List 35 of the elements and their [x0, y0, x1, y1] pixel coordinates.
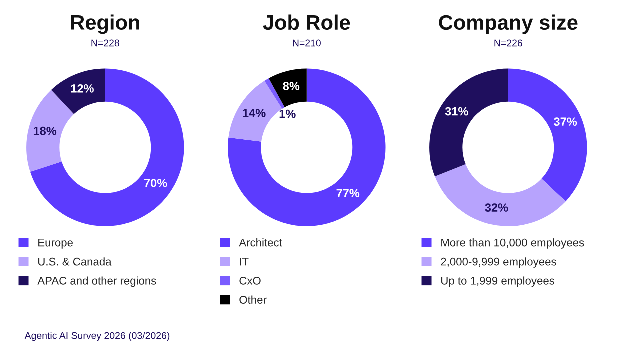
- donut-slice: [508, 68, 588, 202]
- donut-slice: [30, 68, 184, 226]
- data-label: 1%: [280, 110, 296, 118]
- donut-slice: [51, 68, 106, 114]
- legend-label: CxO: [240, 277, 261, 285]
- chart-title: Company size: [439, 14, 578, 34]
- donut-slice: [228, 68, 386, 226]
- legend-label: Up to 1,999 employees: [442, 276, 555, 288]
- data-label: 18%: [34, 126, 57, 136]
- legend-label: Architect: [239, 238, 282, 247]
- chart-subtitle: N=226: [494, 40, 522, 47]
- data-label: 12%: [71, 84, 94, 93]
- chart-subtitle: N=210: [293, 40, 321, 47]
- data-label: 8%: [283, 82, 300, 90]
- donut-slice: [430, 68, 508, 177]
- legend-label: Other: [240, 296, 267, 304]
- legend-label: Europe: [38, 238, 73, 249]
- data-label: 31%: [445, 107, 468, 116]
- donut-slice: [264, 78, 285, 109]
- data-label: 77%: [336, 189, 360, 198]
- legend-label: 2,000-9,999 employees: [441, 258, 556, 268]
- data-label: 70%: [144, 179, 168, 188]
- text: Agentic AI Survey 2026 (03/2026): [24, 332, 170, 342]
- donut-slice: [268, 68, 307, 108]
- data-label: 32%: [485, 204, 508, 212]
- legend-label: U.S. & Canada: [38, 258, 112, 266]
- legend-label: More than 10,000 employees: [442, 238, 584, 249]
- data-label: 14%: [243, 109, 266, 118]
- data-label: 37%: [554, 118, 578, 126]
- chart-subtitle: N=228: [92, 40, 120, 47]
- donut-slice: [435, 164, 566, 226]
- chart-title: Region: [71, 14, 140, 34]
- chart-title: Job Role: [263, 14, 350, 30]
- legend-label: APAC and other regions: [38, 276, 156, 288]
- legend-label: IT: [240, 258, 249, 266]
